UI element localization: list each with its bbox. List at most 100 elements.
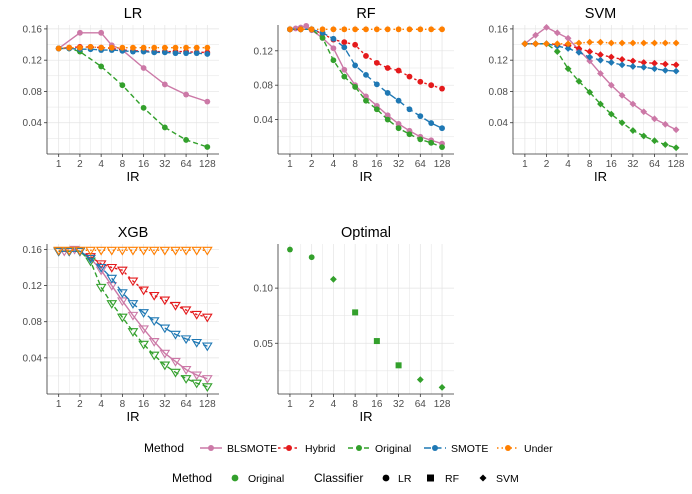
panel-optimal: Optimal 1 2 4 8 16 32 64 128 0.05 0.10 IR (254, 225, 454, 424)
data-point-blsmote (303, 22, 310, 29)
data-point-original (651, 137, 658, 145)
data-point-hybrid (180, 306, 192, 316)
legend-svm-diamond-icon (479, 474, 487, 482)
data-point-smote (417, 113, 424, 120)
data-point-original (148, 351, 160, 361)
data-point-smote (170, 330, 181, 340)
data-point-blsmote (586, 57, 594, 65)
data-point-under (395, 26, 402, 33)
panel-title-svm: SVM (585, 6, 616, 22)
series-original (55, 45, 211, 150)
data-point-under (661, 39, 669, 47)
data-point-smote (193, 50, 200, 57)
data-point-under (651, 39, 658, 47)
x-axis-label: IR (360, 409, 373, 424)
x-axis-label: IR (127, 409, 140, 424)
data-point-original (428, 139, 435, 146)
data-point-under (148, 246, 160, 256)
data-point-under (308, 26, 315, 33)
y-tick-label: 0.16 (23, 24, 43, 35)
data-point-hybrid (127, 277, 139, 287)
data-point-hybrid (117, 266, 128, 276)
x-tick-label: 16 (606, 159, 618, 170)
data-point-hybrid (640, 59, 648, 66)
legend-lr-circle-icon (382, 474, 390, 482)
data-point-under (672, 39, 680, 47)
y-tick-label: 0.12 (23, 281, 43, 292)
data-point-under (193, 44, 200, 51)
data-point-hybrid (395, 67, 402, 74)
data-point-smote (180, 335, 192, 345)
data-point-original (564, 65, 572, 73)
data-point-smote (161, 49, 168, 56)
data-point-blsmote (672, 126, 680, 134)
data-point-blsmote (148, 338, 160, 347)
legend-marker-hybrid (286, 445, 292, 451)
data-point-original (308, 254, 315, 261)
data-point-smote (138, 309, 149, 318)
data-point-smote (564, 45, 572, 52)
data-point-hybrid (352, 41, 359, 48)
x-tick-label: 1 (287, 399, 293, 410)
data-point-under (130, 44, 136, 51)
data-point-original (439, 144, 445, 151)
data-point-under (95, 246, 107, 256)
x-tick-label: 32 (159, 399, 171, 410)
data-point-smote (204, 51, 211, 57)
data-point-blsmote (191, 371, 203, 381)
data-point-under (127, 246, 139, 256)
x-tick-label: 2 (309, 399, 315, 410)
legend-item-smote: SMOTE (424, 443, 488, 455)
data-point-original (170, 368, 181, 378)
series-line-smote (58, 250, 208, 347)
data-point-under (618, 39, 626, 47)
data-point-hybrid (159, 296, 171, 306)
data-point-blsmote (553, 29, 561, 37)
data-point-smote (439, 125, 445, 132)
panel-xgb: XGB 1 2 4 8 16 32 64 128 0.04 0.08 0.12 0.16 IR (23, 225, 219, 424)
grid (278, 25, 454, 154)
data-point-original (180, 375, 192, 384)
data-point-blsmote (183, 91, 189, 98)
y-tick-label: 0.12 (254, 46, 274, 57)
x-tick-label: 1 (522, 159, 528, 170)
x-tick-label: 64 (415, 399, 427, 410)
data-point-under (597, 38, 604, 46)
data-point-smote (106, 274, 118, 284)
legend-item-hybrid: Hybrid (278, 443, 336, 455)
data-point-original (373, 106, 380, 113)
data-point-hybrid (607, 53, 615, 61)
data-point-blsmote (140, 65, 147, 71)
x-tick-label: 8 (587, 159, 593, 170)
data-point-original (586, 88, 594, 96)
data-point-smote (201, 342, 213, 352)
data-point-under (119, 44, 126, 51)
x-tick-label: 64 (181, 159, 193, 170)
legend-item-original: Original (348, 443, 411, 455)
data-point-original (98, 63, 105, 70)
data-point-original (384, 116, 391, 123)
data-point-smote (183, 50, 189, 57)
data-point-smote (575, 48, 583, 56)
data-point-under (417, 26, 424, 33)
data-point-blsmote (607, 81, 615, 89)
data-point-blsmote (384, 112, 391, 119)
data-point-hybrid (373, 59, 380, 66)
y-tick-label: 0.12 (489, 56, 509, 67)
data-point-original (95, 283, 107, 293)
legend-label-smote: SMOTE (451, 443, 488, 455)
x-tick-label: 1 (56, 399, 62, 410)
data-point-under (98, 44, 105, 51)
data-point-blsmote (618, 91, 626, 99)
y-tick-label: 0.08 (23, 317, 43, 328)
data-point-under (170, 246, 181, 256)
series-line-original (524, 43, 677, 149)
x-tick-label: 64 (415, 159, 427, 170)
data-point-under (106, 246, 118, 256)
data-point-original (553, 48, 561, 55)
data-point-blsmote (532, 31, 539, 39)
series-original (287, 246, 446, 391)
data-point-under (87, 43, 94, 50)
data-point-smote (373, 81, 380, 88)
